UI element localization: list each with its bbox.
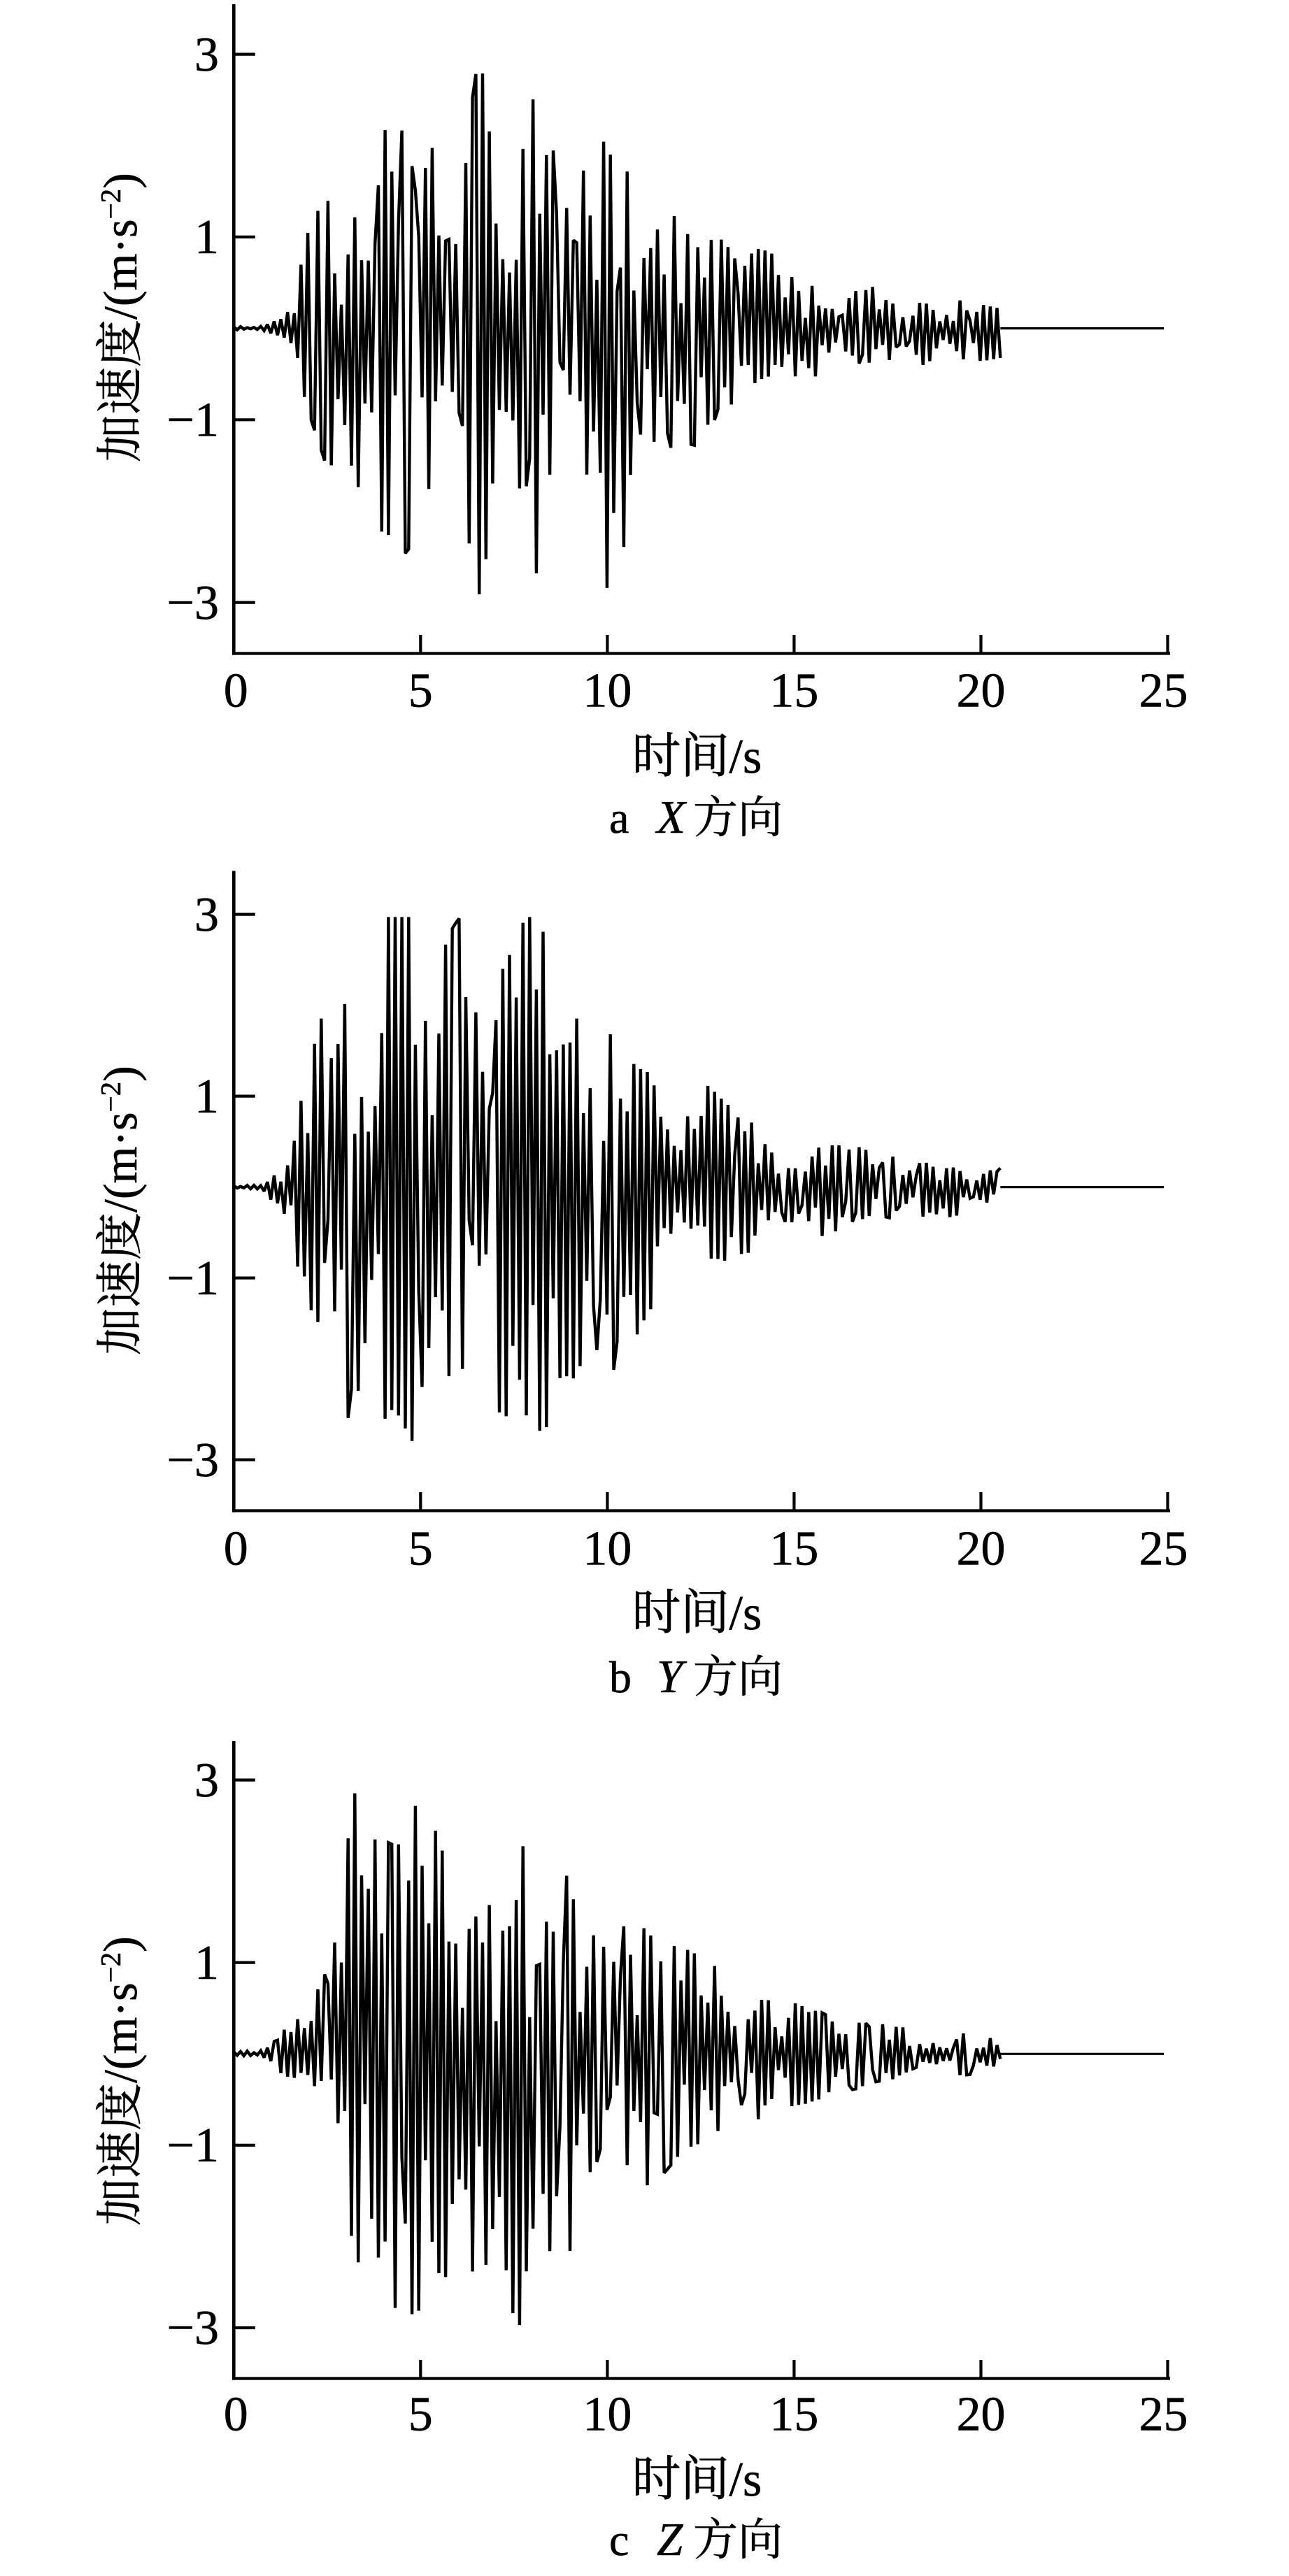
svg-text:): ) <box>94 1066 147 1082</box>
svg-text:Z: Z <box>657 2514 683 2566</box>
svg-text:25: 25 <box>1139 664 1188 718</box>
svg-text:0: 0 <box>224 664 248 718</box>
svg-text:/s: /s <box>729 1587 762 1640</box>
svg-text:1: 1 <box>194 210 219 264</box>
svg-text:3: 3 <box>194 1754 219 1808</box>
svg-text:−3: −3 <box>167 1433 219 1487</box>
svg-text:5: 5 <box>408 1522 433 1576</box>
svg-text:/(m·s: /(m·s <box>94 219 147 320</box>
svg-text:−1: −1 <box>167 2119 219 2173</box>
svg-text:3: 3 <box>194 888 219 942</box>
svg-text:): ) <box>94 173 147 189</box>
svg-text:/(m·s: /(m·s <box>94 1982 147 2083</box>
svg-text:10: 10 <box>583 1522 632 1576</box>
svg-text:−2: −2 <box>94 1952 127 1983</box>
svg-text:−1: −1 <box>167 394 219 448</box>
svg-text:−2: −2 <box>94 189 127 220</box>
svg-text:3: 3 <box>194 28 219 82</box>
svg-text:15: 15 <box>769 2388 818 2442</box>
svg-text:15: 15 <box>769 664 818 718</box>
svg-text:5: 5 <box>408 2388 433 2442</box>
svg-text:1: 1 <box>194 1070 219 1124</box>
svg-text:10: 10 <box>583 664 632 718</box>
svg-text:−3: −3 <box>167 576 219 630</box>
svg-text:/s: /s <box>729 2453 762 2507</box>
svg-text:−1: −1 <box>167 1252 219 1305</box>
svg-text:5: 5 <box>408 664 433 718</box>
svg-text:0: 0 <box>224 2388 248 2442</box>
svg-text:): ) <box>94 1936 147 1952</box>
svg-text:/s: /s <box>729 730 762 784</box>
svg-text:−3: −3 <box>167 2301 219 2355</box>
svg-text:b: b <box>609 1652 632 1702</box>
svg-text:10: 10 <box>583 2388 632 2442</box>
svg-text:20: 20 <box>957 664 1006 718</box>
svg-text:15: 15 <box>769 1522 818 1576</box>
svg-text:Y: Y <box>657 1651 688 1703</box>
svg-text:0: 0 <box>224 1522 248 1576</box>
svg-text:/(m·s: /(m·s <box>94 1112 147 1212</box>
svg-text:20: 20 <box>957 2388 1006 2442</box>
svg-text:a: a <box>609 793 629 843</box>
svg-text:25: 25 <box>1139 2388 1188 2442</box>
svg-text:c: c <box>609 2515 629 2565</box>
svg-text:25: 25 <box>1139 1522 1188 1576</box>
svg-text:−2: −2 <box>94 1082 127 1112</box>
svg-text:20: 20 <box>957 1522 1006 1576</box>
svg-text:1: 1 <box>194 1936 219 1990</box>
svg-text:X: X <box>655 792 688 843</box>
